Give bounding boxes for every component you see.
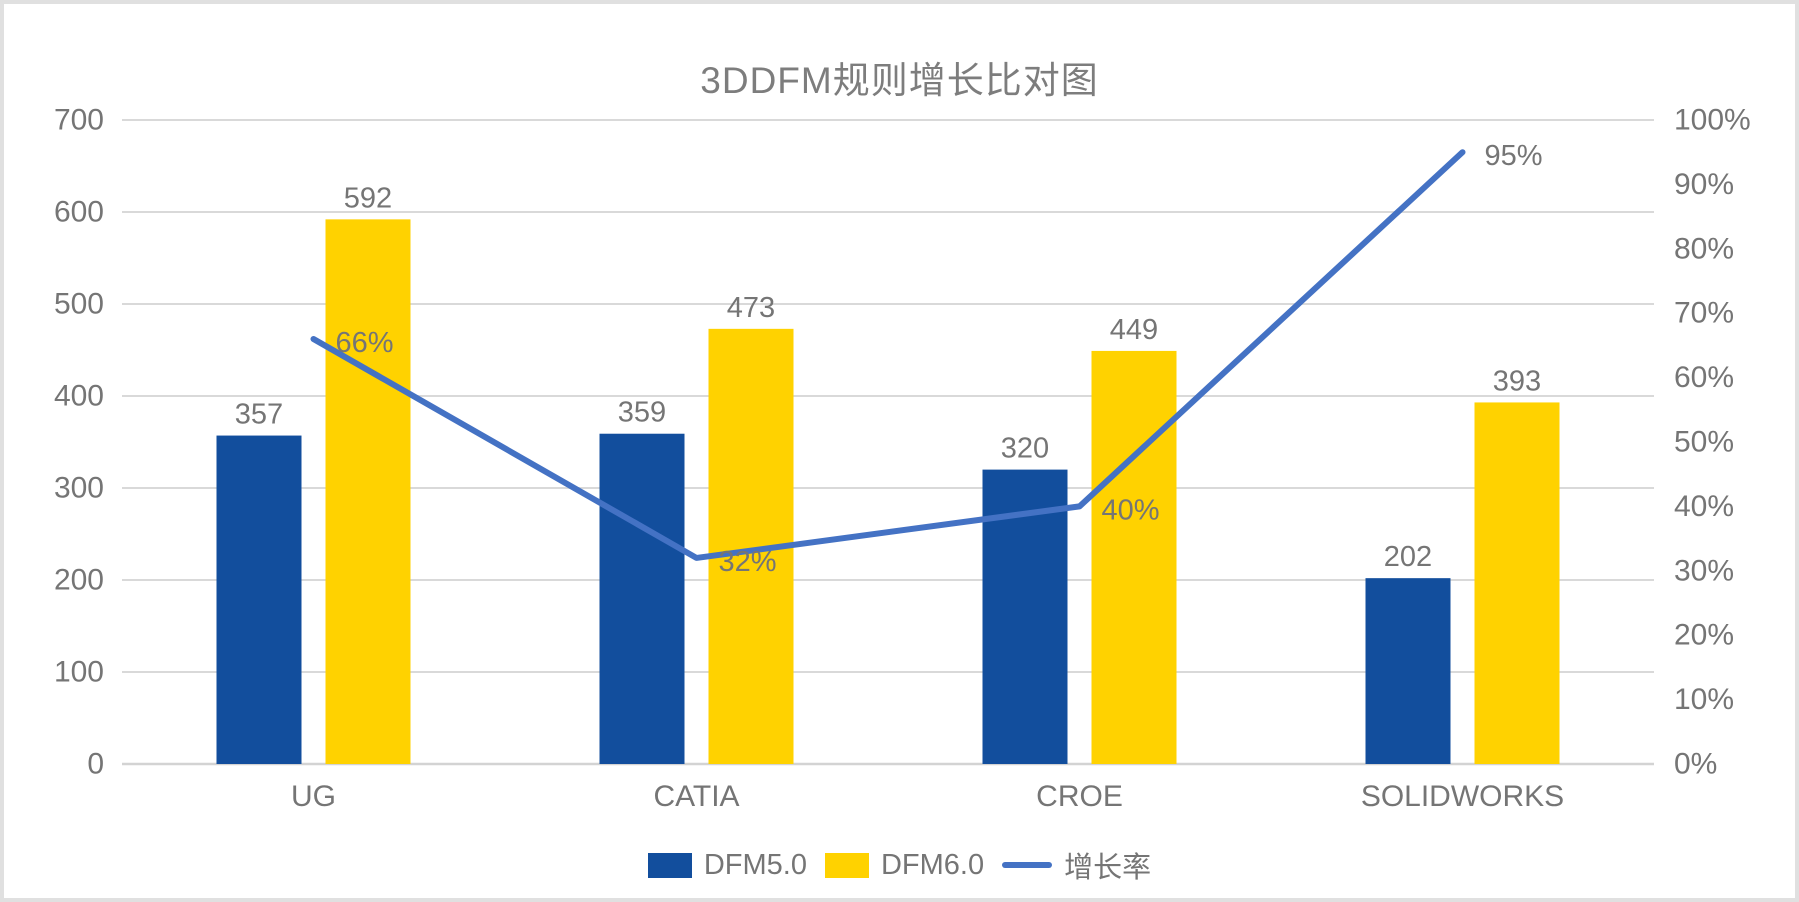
bar-value-label: 202 — [1384, 541, 1432, 573]
bar-value-label: 592 — [344, 182, 392, 214]
line-value-label: 32% — [719, 546, 777, 578]
right-axis-tick: 80% — [1674, 232, 1734, 265]
bar-value-label: 473 — [727, 292, 775, 324]
right-axis-tick: 40% — [1674, 490, 1734, 523]
category-label-croe: CROE — [1036, 780, 1123, 813]
right-axis-tick: 50% — [1674, 426, 1734, 459]
left-axis-tick: 500 — [54, 288, 104, 321]
bar-value-label: 320 — [1001, 433, 1049, 465]
left-axis-tick: 0 — [87, 748, 104, 781]
legend-swatch-dfm6 — [824, 852, 869, 878]
line-value-label: 95% — [1485, 140, 1543, 172]
bar-value-label: 359 — [618, 397, 666, 429]
legend-item-dfm6: DFM6.0 — [824, 848, 985, 882]
left-axis-tick: 700 — [54, 104, 104, 137]
legend-item-growth-rate: 增长率 — [1002, 844, 1151, 886]
right-axis-tick: 20% — [1674, 619, 1734, 652]
bar-value-label: 449 — [1110, 314, 1158, 346]
line-value-label: 40% — [1102, 494, 1160, 526]
category-label-solidworks: SOLIDWORKS — [1361, 780, 1564, 813]
line-value-label: 66% — [336, 327, 394, 359]
chart-legend: DFM5.0 DFM6.0 增长率 — [4, 844, 1795, 886]
legend-label-growth-rate: 增长率 — [1064, 852, 1152, 884]
right-axis-tick: 30% — [1674, 554, 1734, 587]
category-label-ug: UG — [291, 780, 336, 813]
plot-area: 0 100 200 300 400 500 600 700 0% 10% 20% 30% 40% 50% 6… — [54, 104, 1751, 814]
bar-DFM6.0-ug — [325, 219, 411, 765]
bar-DFM6.0-croe — [1091, 350, 1177, 764]
left-axis-tick: 600 — [54, 196, 104, 229]
bar-DFM6.0-solidworks — [1474, 402, 1560, 764]
legend-swatch-dfm5 — [647, 852, 692, 878]
bar-value-label: 357 — [235, 399, 283, 431]
legend-line-swatch — [1002, 862, 1053, 868]
bar-DFM5.0-solidworks — [1365, 578, 1451, 764]
left-axis-tick: 300 — [54, 472, 104, 505]
category-label-catia: CATIA — [653, 780, 739, 813]
right-axis-tick: 70% — [1674, 297, 1734, 330]
bar-DFM5.0-ug — [216, 435, 302, 764]
chart-card: 3DDFM规则增长比对图 0 100 200 300 400 500 600 700 0% 10%… — [4, 4, 1795, 898]
bar-DFM5.0-catia — [599, 433, 685, 764]
right-axis-tick: 0% — [1674, 748, 1717, 781]
right-axis-tick: 100% — [1674, 104, 1751, 137]
right-axis-tick: 60% — [1674, 361, 1734, 394]
left-axis-tick: 400 — [54, 380, 104, 413]
right-axis-tick: 10% — [1674, 683, 1734, 716]
legend-item-dfm5: DFM5.0 — [647, 848, 807, 882]
right-axis-tick: 90% — [1674, 168, 1734, 201]
legend-label-dfm5: DFM5.0 — [703, 848, 807, 881]
legend-label-dfm6: DFM6.0 — [880, 848, 985, 881]
growth-rate-line — [310, 149, 1466, 561]
left-axis-tick: 100 — [54, 656, 104, 689]
left-axis-tick: 200 — [54, 564, 104, 597]
bar-value-label: 393 — [1493, 365, 1541, 397]
chart-title: 3DDFM规则增长比对图 — [700, 60, 1099, 101]
